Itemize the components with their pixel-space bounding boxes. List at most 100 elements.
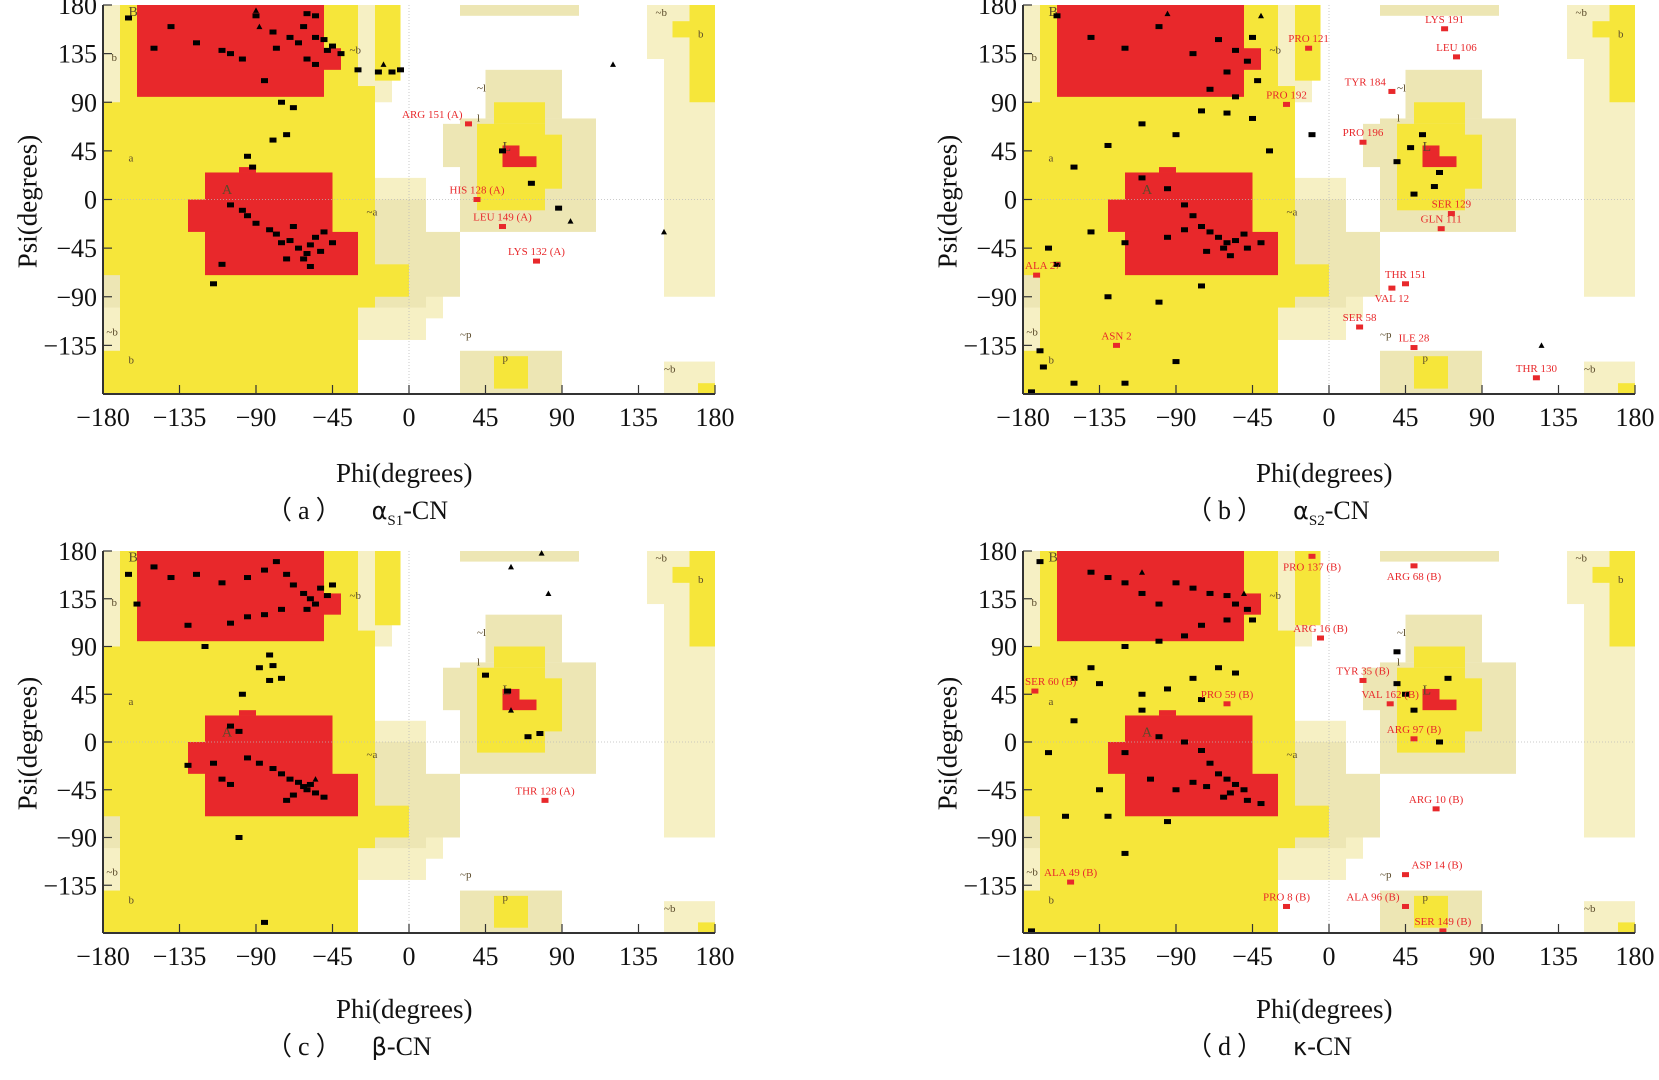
x-tick-label: 45 [473,942,499,971]
x-tick-label: 135 [1539,942,1578,971]
residue-point [1070,164,1078,170]
allowed-region [1414,356,1448,389]
outlier-label: ASP 14 (B) [1412,860,1463,872]
region-label: ~b [1026,327,1038,339]
core-region [1108,742,1142,774]
region-label: L [503,140,512,155]
glycine-point [1241,590,1247,596]
region-label: L [1423,140,1432,155]
allowed-region [1414,895,1448,928]
outlier-point [1356,324,1364,330]
outlier-point [1439,928,1447,934]
region-label: b [1618,28,1624,40]
x-tick-label: 45 [1393,403,1419,432]
outlier-label: ALA 96 (B) [1346,891,1400,903]
residue-point [1226,253,1234,259]
x-tick-label: 90 [549,942,575,971]
allowed-region [375,551,401,626]
caption-close-paren: ） [315,1032,342,1061]
residue-point [1070,380,1078,386]
x-tick-label: 90 [1469,942,1495,971]
caption-suffix: -CN [1324,496,1370,525]
core-region [1252,231,1278,276]
region-label: ~l [1397,627,1406,639]
outlier-point [1402,903,1409,909]
caption-greek: α [1293,497,1309,525]
allowed-region [545,678,562,732]
residue-point [300,590,308,596]
y-axis-label-a: Psi(degrees) [12,134,43,269]
residue-point [1189,675,1197,681]
y-tick-label: −90 [976,283,1017,312]
outlier-label: VAL 12 [1375,293,1410,305]
residue-point [255,760,263,766]
region-label: a [129,153,134,165]
residue-point [1407,145,1415,151]
residue-point [1087,34,1095,40]
residue-point [1436,169,1443,175]
residue-point [1147,776,1154,782]
residue-point [1223,69,1231,75]
residue-point [1249,34,1256,40]
allowed-region [1414,646,1465,668]
residue-point [269,29,277,35]
region-label: b [112,52,118,64]
residue-point [286,776,294,782]
outlier-point [1432,806,1440,812]
outlier-label: SER 129 [1432,199,1472,211]
outlier-label: ARG 16 (B) [1293,623,1348,635]
glycine-point [610,61,616,67]
region-label: L [1423,683,1432,698]
residue-point [1254,78,1262,84]
glycine-point [256,23,263,30]
residue-point [1198,747,1205,753]
y-tick-label: 45 [991,680,1017,709]
allowed-region [698,383,715,394]
allowed-region [1108,339,1176,357]
x-tick-label: −180 [996,942,1050,971]
region-label: ~b [1270,45,1282,57]
caption-letter: d [1218,1032,1232,1061]
residue-point [320,794,328,800]
allowed-region [1295,264,1329,297]
residue-point [1096,681,1103,687]
residue-point [286,238,294,244]
x-tick-label: −135 [153,942,207,971]
allowed-region [545,134,562,189]
residue-point [1181,202,1188,208]
residue-point [1436,739,1443,745]
residue-point [261,567,268,573]
residue-point [167,24,175,30]
residue-point [312,13,319,19]
y-tick-label: 0 [1004,186,1017,215]
residue-point [249,164,257,170]
region-label: ~b [1026,867,1038,879]
glycine-point [545,590,552,596]
generously-allowed-region [1567,551,1584,605]
core-region [1159,710,1176,716]
residue-point [1203,248,1211,254]
region-label: ~b [664,363,676,375]
y-tick-label: 90 [991,88,1017,117]
y-tick-label: −45 [976,776,1017,805]
residue-point [1266,148,1273,154]
x-tick-label: 90 [1469,403,1495,432]
residue-point [1198,283,1205,289]
residue-point [295,40,302,46]
x-tick-label: 135 [619,942,658,971]
outlier-label: SER 60 (B) [1025,676,1077,688]
allowed-region [188,339,256,357]
outlier-label: THR 130 [1516,363,1558,375]
region-label: ~a [1287,749,1298,761]
residue-point [329,582,336,588]
y-tick-label: −90 [976,824,1017,853]
core-region [324,593,341,615]
outlier-label: PRO 121 [1288,33,1329,45]
residue-point [317,248,325,254]
generously-allowed-region [647,5,664,60]
residue-point [235,835,243,840]
glycine-point [312,776,319,782]
